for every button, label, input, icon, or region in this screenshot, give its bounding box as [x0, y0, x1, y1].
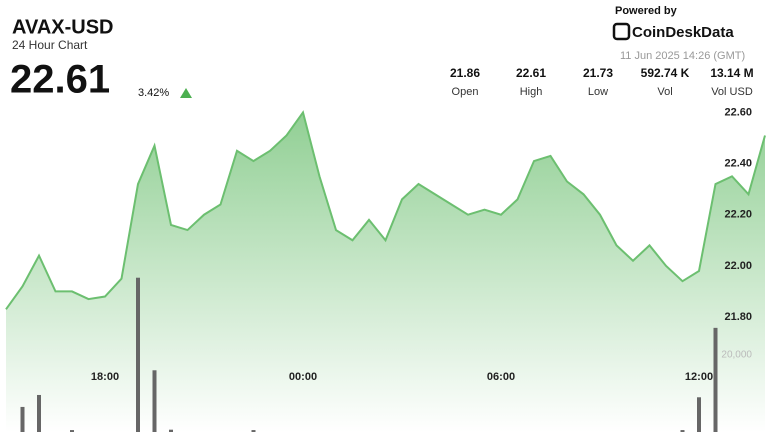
stat-label: Vol USD: [711, 86, 753, 98]
volume-bar: [697, 397, 701, 432]
change: 3.42%: [138, 87, 169, 99]
subtitle: 24 Hour Chart: [12, 38, 88, 52]
y2-tick-label: 20,000: [721, 349, 752, 360]
price-line: [5, 110, 766, 310]
y-tick-label: 22.60: [724, 106, 752, 118]
volume-bar: [713, 327, 718, 432]
stat-value: 21.86: [450, 66, 480, 80]
volume-bar: [152, 370, 157, 432]
brand: CoinDeskData: [632, 24, 734, 41]
y-tick-label: 22.00: [724, 260, 752, 272]
volume-bar: [251, 430, 256, 432]
x-tick-label: 12:00: [685, 371, 713, 383]
x-tick-label: 18:00: [91, 371, 119, 383]
timestamp: 11 Jun 2025 14:26 (GMT): [620, 50, 745, 62]
title: AVAX-USD: [12, 16, 113, 38]
header: AVAX-USD 24 Hour Chart 22.61 3.42% Power…: [10, 5, 754, 102]
plot: 21.80 22.00 22.20 22.40 22.60 20,000 18:00 00:0…: [5, 106, 766, 432]
price: 22.61: [10, 58, 110, 102]
stat-label: Open: [452, 86, 479, 98]
volume-bar: [169, 429, 173, 432]
x-tick-label: 06:00: [487, 371, 515, 383]
up-arrow: [180, 88, 192, 98]
stat-label: High: [520, 86, 543, 98]
stat-value: 21.73: [583, 66, 613, 80]
stat-value: 592.74 K: [641, 66, 690, 80]
volume-bar: [70, 430, 74, 432]
volume-bar: [680, 430, 685, 432]
powered-by: Powered by: [615, 5, 678, 17]
stat-value: 22.61: [516, 66, 546, 80]
y-tick-label: 22.40: [724, 158, 752, 170]
volume-bar: [20, 406, 25, 432]
stat-label: Low: [588, 86, 608, 98]
volume-bar: [37, 394, 41, 432]
y-tick-label: 22.20: [724, 209, 752, 221]
brand-logo: [612, 22, 631, 41]
y-tick-label: 21.80: [724, 311, 752, 323]
stat-value: 13.14 M: [710, 66, 753, 80]
volume-bar: [136, 277, 140, 432]
stat-label: Vol: [657, 86, 672, 98]
x-tick-label: 00:00: [289, 371, 317, 383]
area-fill: [6, 112, 765, 432]
